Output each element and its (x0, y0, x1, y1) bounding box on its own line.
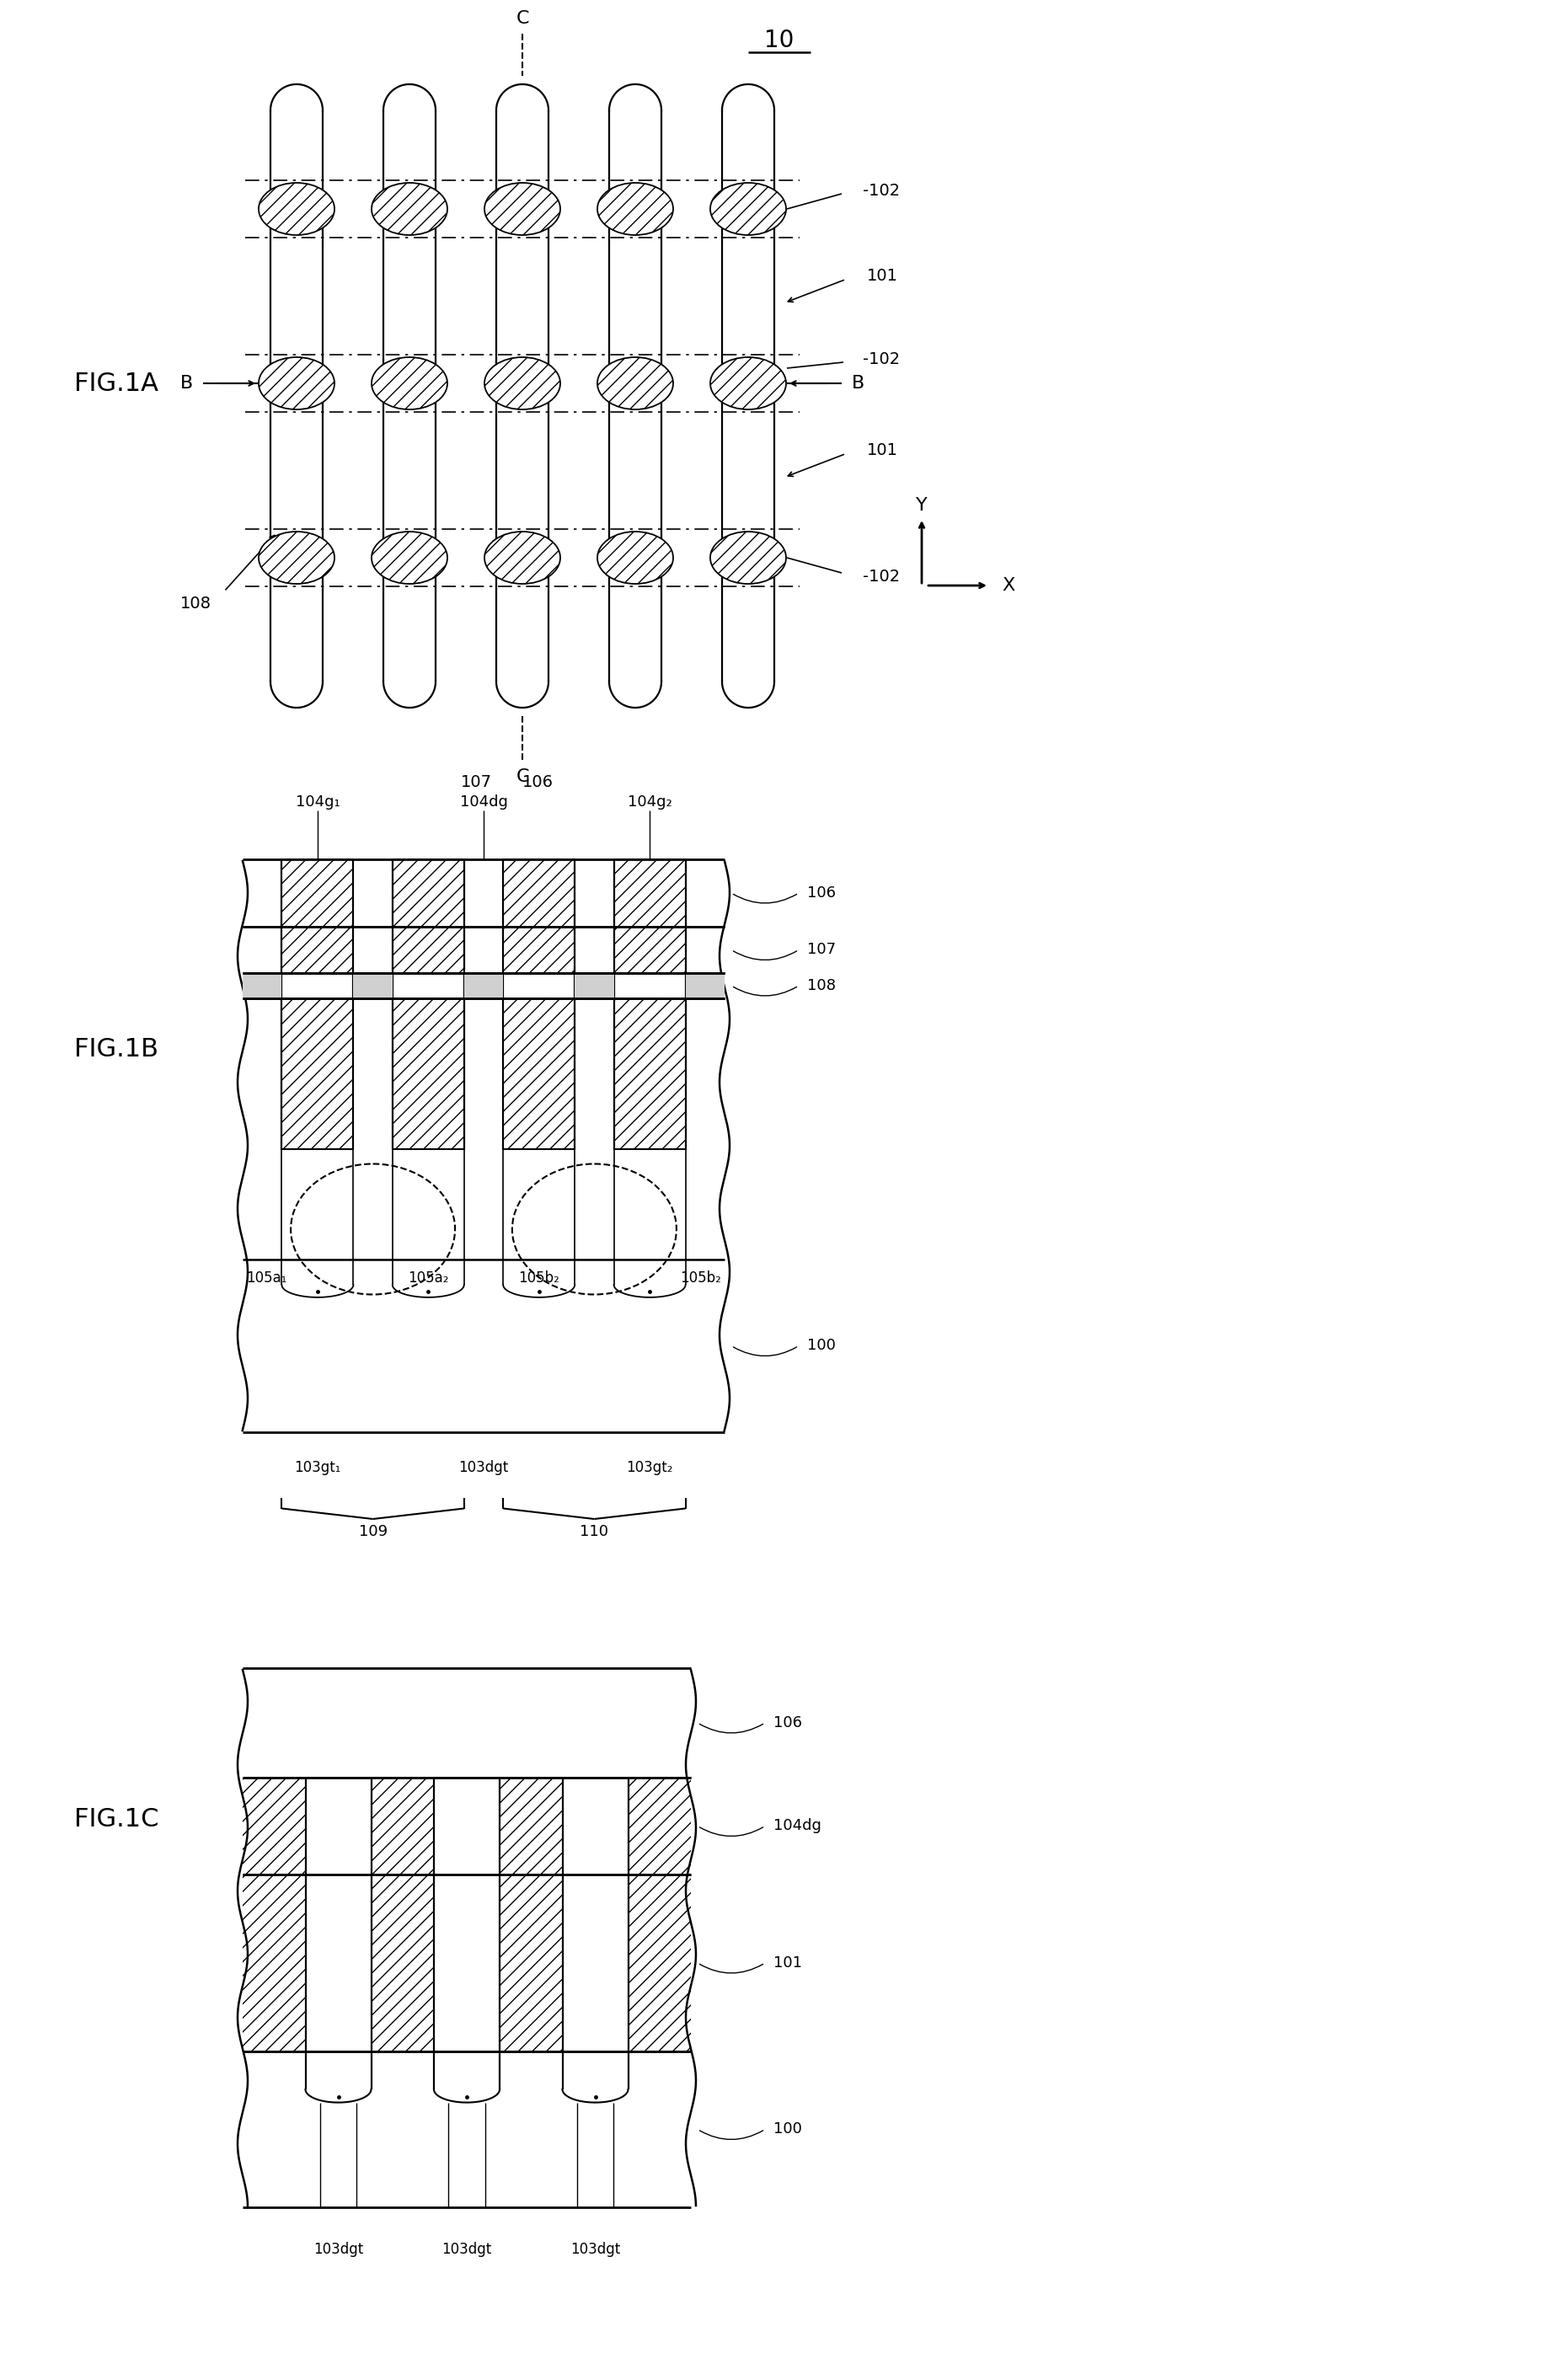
Text: 103dgt: 103dgt (442, 2242, 492, 2256)
Ellipse shape (372, 531, 447, 583)
Bar (434, 1778, 500, 2090)
Ellipse shape (710, 357, 786, 409)
Text: 105b₂: 105b₂ (680, 1271, 721, 1285)
Text: 106: 106 (522, 774, 553, 790)
Text: 106: 106 (807, 885, 836, 900)
Text: Y: Y (916, 497, 926, 514)
Text: 104dg: 104dg (772, 1818, 821, 1833)
Ellipse shape (484, 357, 561, 409)
Text: 104g₂: 104g₂ (627, 795, 671, 809)
Text: 104g₁: 104g₁ (296, 795, 339, 809)
Text: 109: 109 (358, 1523, 388, 1540)
Bar (685, 973, 724, 997)
Text: X: X (1001, 576, 1014, 595)
Bar (282, 1150, 353, 1285)
Ellipse shape (372, 357, 447, 409)
Text: 101: 101 (772, 1956, 802, 1971)
Text: B: B (181, 376, 193, 393)
Text: FIG.1B: FIG.1B (75, 1038, 159, 1061)
Text: 103gt₁: 103gt₁ (294, 1459, 341, 1476)
Bar (305, 1778, 371, 2090)
Text: 105b₂: 105b₂ (518, 1271, 559, 1285)
Text: 103gt₂: 103gt₂ (626, 1459, 673, 1476)
Bar (613, 1150, 685, 1285)
Bar (243, 2052, 690, 2206)
Ellipse shape (484, 183, 561, 236)
Ellipse shape (258, 183, 335, 236)
Bar (243, 973, 282, 997)
Bar (503, 859, 575, 1150)
Ellipse shape (710, 183, 786, 236)
Text: 106: 106 (772, 1716, 802, 1730)
Bar (266, 83, 777, 707)
Text: 103dgt: 103dgt (313, 2242, 363, 2256)
Bar (243, 859, 724, 1433)
Bar (353, 973, 392, 997)
Text: 104dg: 104dg (459, 795, 508, 809)
Bar (503, 859, 575, 1150)
Ellipse shape (258, 357, 335, 409)
Bar (243, 973, 724, 997)
Text: B: B (852, 376, 864, 393)
Ellipse shape (596, 357, 673, 409)
Text: 103dgt: 103dgt (570, 2242, 620, 2256)
Ellipse shape (596, 183, 673, 236)
Text: 103dgt: 103dgt (458, 1459, 508, 1476)
Bar (243, 1668, 690, 2206)
Bar (503, 973, 575, 997)
Bar (503, 1150, 575, 1285)
Text: 110: 110 (579, 1523, 609, 1540)
Bar (243, 859, 724, 926)
Text: -102: -102 (863, 183, 900, 198)
Text: -102: -102 (863, 352, 900, 369)
Bar (613, 859, 685, 1150)
Bar (282, 859, 353, 1150)
Text: 108: 108 (807, 978, 836, 992)
Text: 101: 101 (867, 269, 898, 283)
Text: 101: 101 (867, 443, 898, 459)
Bar (243, 1778, 690, 1875)
Ellipse shape (596, 531, 673, 583)
Text: C: C (515, 10, 529, 26)
Text: 100: 100 (807, 1338, 835, 1354)
Bar (562, 1778, 627, 2090)
Ellipse shape (258, 531, 335, 583)
Ellipse shape (710, 531, 786, 583)
Bar (392, 859, 464, 1150)
Text: 107: 107 (807, 942, 836, 957)
Bar (392, 1150, 464, 1285)
Bar (613, 973, 685, 997)
Bar (464, 973, 503, 997)
Text: FIG.1A: FIG.1A (75, 371, 159, 395)
Text: 105a₁: 105a₁ (246, 1271, 286, 1285)
Bar (243, 997, 724, 1259)
Bar (243, 926, 724, 973)
Bar (243, 1259, 724, 1433)
Bar (282, 859, 353, 1150)
Ellipse shape (372, 183, 447, 236)
Text: 100: 100 (772, 2123, 802, 2137)
Text: -102: -102 (863, 569, 900, 583)
Ellipse shape (484, 531, 561, 583)
Text: 107: 107 (461, 774, 492, 790)
Bar (392, 973, 464, 997)
Text: 105a₂: 105a₂ (408, 1271, 448, 1285)
Bar (613, 859, 685, 1150)
Bar (392, 859, 464, 1150)
Text: 10: 10 (764, 29, 794, 52)
Bar (243, 1875, 690, 2052)
Text: FIG.1C: FIG.1C (75, 1806, 159, 1833)
Text: 108: 108 (181, 595, 212, 612)
Bar (243, 1668, 690, 1778)
Text: C: C (515, 769, 529, 785)
Bar (575, 973, 613, 997)
Bar (282, 973, 353, 997)
